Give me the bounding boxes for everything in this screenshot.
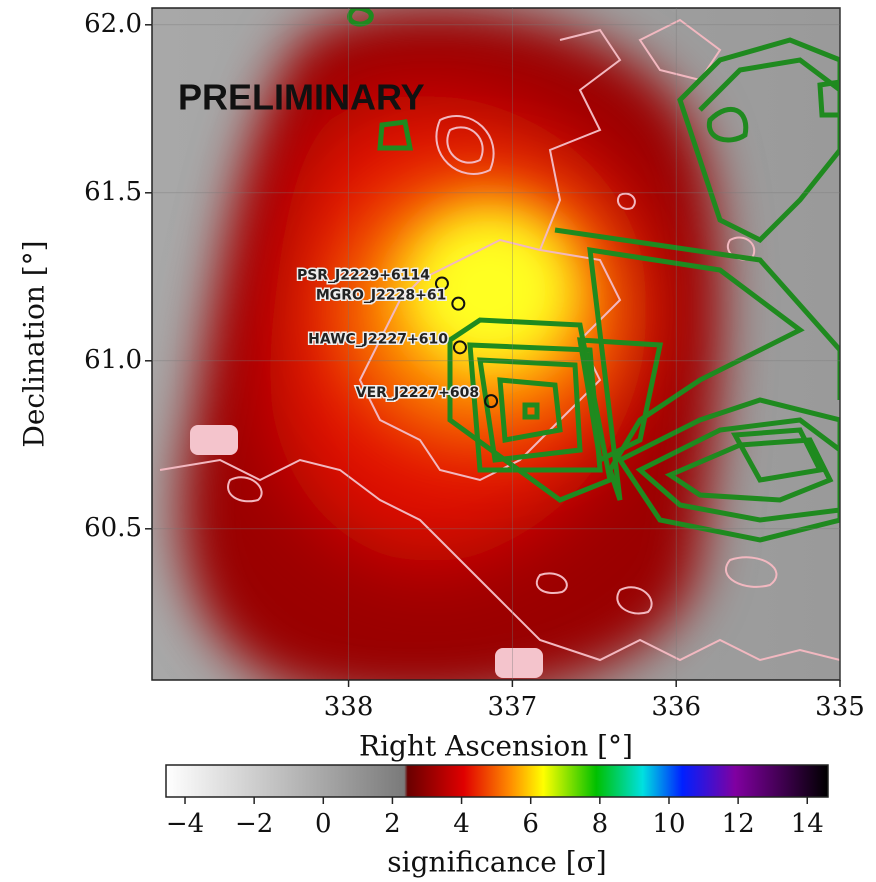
colorbar-tick-label: 4	[453, 809, 470, 839]
y-tick-label: 61.0	[84, 345, 142, 375]
source-label: MGRO_J2228+61	[316, 288, 447, 304]
colorbar-tick-label: 10	[652, 809, 685, 839]
colorbar-tick-label: 8	[592, 809, 609, 839]
source-label: HAWC_J2227+610	[308, 331, 448, 347]
colorbar-label: significance [σ]	[387, 846, 606, 879]
source-label: VER_J2227+608	[356, 385, 479, 401]
heatmap: PRELIMINARY	[152, 8, 840, 680]
colorbar-tick-label: −4	[166, 809, 204, 839]
x-tick-label: 335	[815, 692, 865, 722]
colorbar-tick-label: 2	[384, 809, 401, 839]
colorbar-tick-label: −2	[235, 809, 273, 839]
annotation: PRELIMINARY	[178, 77, 425, 118]
source-label: PSR_J2229+6114	[297, 268, 430, 284]
x-tick-label: 338	[324, 692, 374, 722]
colorbar-tick-label: 12	[722, 809, 755, 839]
y-tick-label: 61.5	[84, 177, 142, 207]
y-tick-label: 60.5	[84, 513, 142, 543]
x-tick-label: 336	[651, 692, 701, 722]
colorbar-tick-label: 0	[315, 809, 332, 839]
y-axis-label: Declination [°]	[18, 240, 51, 447]
source-marker	[451, 296, 466, 311]
colorbar-tick-label: 6	[522, 809, 539, 839]
y-tick-label: 62.0	[84, 9, 142, 39]
colorbar	[165, 764, 829, 798]
green-contours	[347, 8, 840, 543]
source-marker	[452, 340, 467, 355]
x-tick-label: 337	[488, 692, 538, 722]
colorbar-tick-label: 14	[791, 809, 824, 839]
source-marker	[484, 394, 499, 409]
x-axis-label: Right Ascension [°]	[359, 730, 633, 763]
source-marker	[434, 276, 449, 291]
